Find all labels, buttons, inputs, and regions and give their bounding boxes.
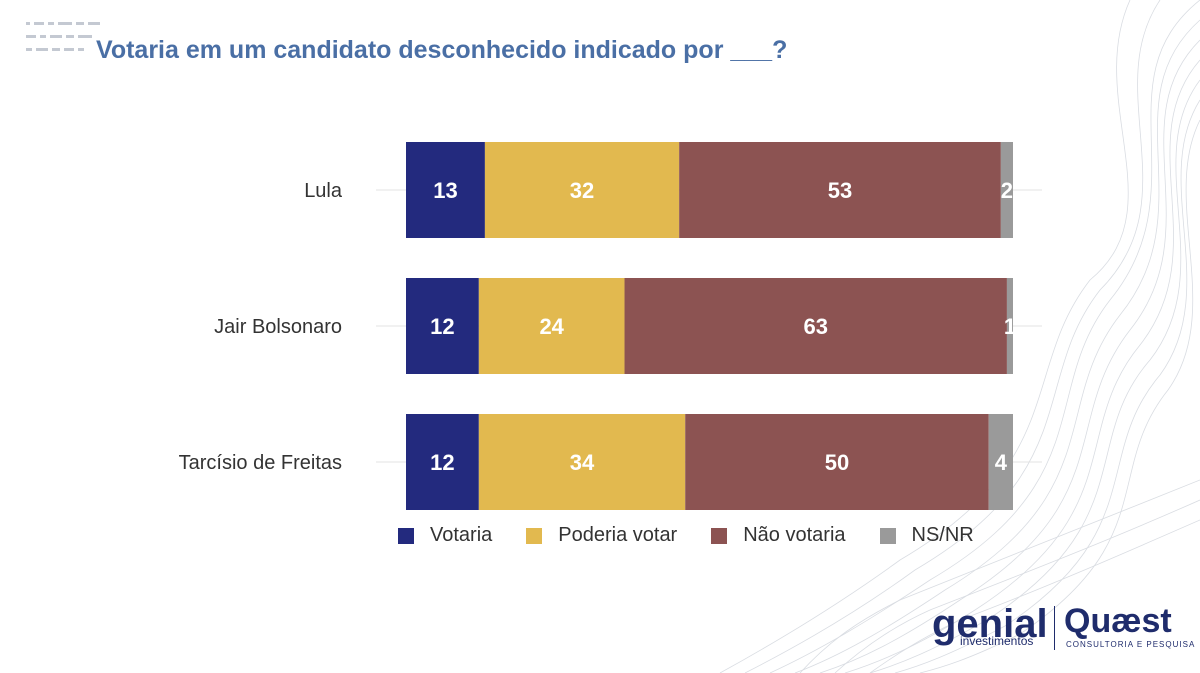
genial-logo: genial investimentos [930, 602, 1048, 654]
legend-item-nao-votaria: Não votaria [711, 524, 846, 547]
legend-swatch [398, 527, 414, 544]
legend-label: Poderia votar [558, 524, 678, 546]
legend-swatch [711, 527, 728, 544]
data-label-jair-bolsonaro-2: 63 [803, 314, 827, 339]
data-label-jair-bolsonaro-3: 1 [1004, 314, 1016, 339]
bar-segment-jair-bolsonaro-2 [624, 278, 1007, 374]
legend-label: NS/NR [911, 524, 974, 546]
bar-segment-tarcisio-de-freitas-0 [406, 414, 479, 510]
data-label-tarcisio-de-freitas-3: 4 [995, 450, 1008, 475]
bar-segment-jair-bolsonaro-3 [1006, 278, 1013, 374]
quaest-logo-word: Quæst [1064, 602, 1172, 640]
bar-segment-jair-bolsonaro-1 [478, 278, 625, 374]
legend-item-votaria: Votaria [398, 524, 492, 547]
legend-swatch [879, 527, 896, 544]
legend-label: Votaria [430, 524, 493, 546]
bar-segment-lula-3 [1000, 142, 1013, 238]
data-label-lula-3: 2 [1001, 178, 1013, 203]
data-label-tarcisio-de-freitas-0: 12 [430, 450, 454, 475]
category-label-tarcisio-de-freitas: Tarcísio de Freitas [179, 452, 342, 474]
quaest-logo-subtitle: CONSULTORIA E PESQUISA [1066, 640, 1196, 649]
data-label-lula-1: 32 [570, 178, 594, 203]
bar-segment-tarcisio-de-freitas-1 [478, 414, 686, 510]
data-label-tarcisio-de-freitas-1: 34 [570, 450, 595, 475]
legend-item-poderia-votar: Poderia votar [526, 524, 677, 547]
data-label-lula-0: 13 [433, 178, 457, 203]
data-label-jair-bolsonaro-1: 24 [539, 314, 564, 339]
genial-logo-subtitle: investimentos [960, 634, 1034, 648]
legend-item-ns-nr: NS/NR [879, 524, 974, 547]
category-label-lula: Lula [304, 180, 343, 202]
chart-title: Votaria em um candidato desconhecido ind… [96, 36, 788, 64]
category-label-jair-bolsonaro: Jair Bolsonaro [214, 316, 342, 338]
bar-segment-jair-bolsonaro-0 [406, 278, 479, 374]
data-label-jair-bolsonaro-0: 12 [430, 314, 454, 339]
bar-segment-tarcisio-de-freitas-3 [988, 414, 1013, 510]
data-label-lula-2: 53 [828, 178, 852, 203]
chart-legend: Votaria Poderia votar Não votaria NS/NR [398, 524, 974, 547]
bar-segment-tarcisio-de-freitas-2 [685, 414, 989, 510]
corner-dots-decoration [26, 22, 100, 51]
genial-logo-word: genial [932, 602, 1048, 646]
bar-segment-lula-1 [484, 142, 680, 238]
logo-divider [1054, 606, 1055, 650]
quaest-logo: Quæst CONSULTORIA E PESQUISA [1064, 602, 1194, 654]
bar-segment-lula-2 [679, 142, 1001, 238]
data-label-tarcisio-de-freitas-2: 50 [825, 450, 849, 475]
legend-swatch [526, 527, 543, 544]
legend-label: Não votaria [743, 524, 846, 546]
bar-segment-lula-0 [406, 142, 485, 238]
